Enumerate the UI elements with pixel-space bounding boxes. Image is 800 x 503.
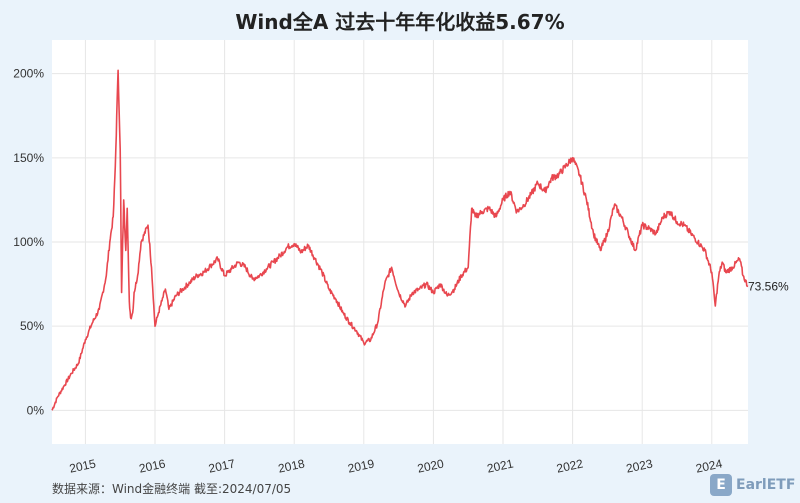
x-tick-label: 2018 bbox=[277, 456, 306, 475]
y-axis-ticks: 0% 50% 100% 150% 200% bbox=[13, 67, 44, 418]
y-tick-label: 200% bbox=[13, 67, 44, 81]
x-tick-label: 2015 bbox=[68, 456, 97, 475]
series-line bbox=[51, 69, 749, 411]
source-footnote: 数据来源：Wind金融终端 截至:2024/07/05 bbox=[52, 482, 292, 496]
x-tick-label: 2017 bbox=[207, 456, 236, 475]
y-tick-label: 50% bbox=[20, 319, 44, 333]
y-tick-label: 100% bbox=[13, 235, 44, 249]
x-tick-label: 2021 bbox=[486, 456, 515, 475]
x-tick-label: 2022 bbox=[555, 456, 584, 475]
y-tick-label: 150% bbox=[13, 151, 44, 165]
grid-lines bbox=[52, 40, 748, 444]
logo-badge-icon: E bbox=[710, 474, 732, 496]
x-tick-label: 2020 bbox=[416, 456, 445, 475]
x-tick-label: 2016 bbox=[138, 456, 167, 475]
end-value-label: 73.56% bbox=[748, 280, 789, 294]
x-tick-label: 2023 bbox=[625, 456, 654, 475]
chart-title: Wind全A 过去十年年化收益5.67% bbox=[235, 10, 565, 34]
x-tick-label: 2024 bbox=[694, 456, 723, 475]
brand-logo: E EarlETF bbox=[710, 472, 796, 498]
x-tick-label: 2019 bbox=[346, 456, 375, 475]
y-tick-label: 0% bbox=[27, 403, 45, 417]
logo-text: EarlETF bbox=[736, 477, 796, 493]
x-axis-ticks: 2015 2016 2017 2018 2019 2020 2021 2022 2023 2024 bbox=[68, 456, 724, 475]
